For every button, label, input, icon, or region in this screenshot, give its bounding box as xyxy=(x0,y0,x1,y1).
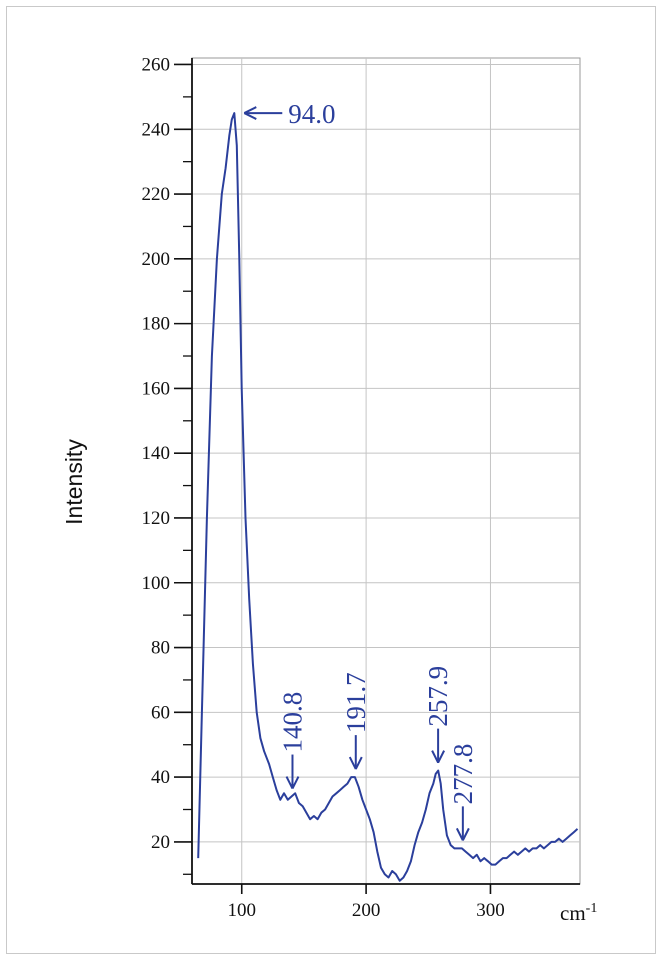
y-tick-label: 100 xyxy=(142,573,171,594)
peak-label: 94.0 xyxy=(288,99,335,129)
y-tick-label: 200 xyxy=(142,249,171,270)
y-tick-label: 240 xyxy=(142,119,171,140)
y-tick-label: 260 xyxy=(142,54,171,75)
plot-area xyxy=(191,57,581,885)
peak-annotation: 277.8 xyxy=(448,744,478,841)
peak-arrow-head xyxy=(431,750,446,764)
x-axis-unit-label: cm-1 xyxy=(560,901,597,925)
peak-annotation: 191.7 xyxy=(341,672,371,770)
peak-arrow-head xyxy=(348,756,363,770)
y-tick-label: 40 xyxy=(151,767,170,788)
series-layer xyxy=(197,112,579,882)
x-tick-label: 300 xyxy=(476,900,505,921)
peak-arrow-head xyxy=(455,827,470,841)
annotation-layer: 94.0 140.8 191.7 257.9 277.8 xyxy=(243,99,478,841)
y-tick-label: 160 xyxy=(142,378,171,399)
peak-annotation: 94.0 xyxy=(243,99,336,129)
peak-arrow-head xyxy=(243,106,257,120)
y-axis-label: Intensity xyxy=(61,439,87,525)
y-tick-label: 220 xyxy=(142,184,171,205)
peak-label: 277.8 xyxy=(448,744,478,805)
x-tick-label: 200 xyxy=(352,900,381,921)
y-tick-label: 120 xyxy=(142,508,171,529)
peak-arrow-head xyxy=(285,776,300,789)
peak-label: 257.9 xyxy=(423,666,453,727)
peak-annotation: 140.8 xyxy=(277,692,307,789)
peak-label: 140.8 xyxy=(277,692,307,753)
peak-annotation: 257.9 xyxy=(423,666,453,764)
spectrum-line xyxy=(197,112,579,882)
x-tick-label: 100 xyxy=(227,900,256,921)
y-tick-label: 180 xyxy=(142,314,171,335)
y-tick-label: 60 xyxy=(151,702,170,723)
y-tick-label: 140 xyxy=(142,443,171,464)
axis-layer: 20 40 60 80 100 120 140 160 180 200 220 240 260 100 20… xyxy=(142,54,580,921)
peak-label: 191.7 xyxy=(341,672,371,733)
y-tick-label: 80 xyxy=(151,638,170,659)
y-tick-label: 20 xyxy=(151,832,170,853)
grid-layer xyxy=(191,57,581,885)
